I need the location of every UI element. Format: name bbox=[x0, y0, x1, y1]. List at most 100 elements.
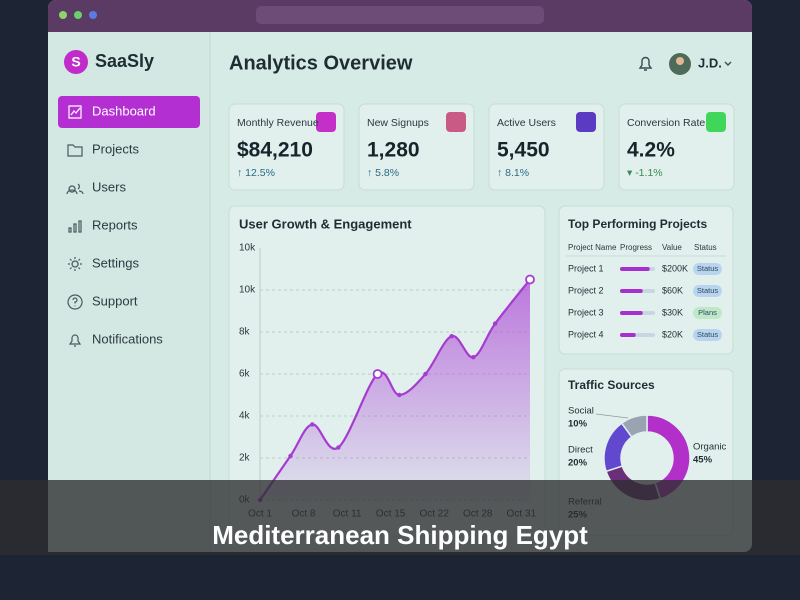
progress-bar bbox=[620, 333, 636, 337]
nav-label[interactable]: Dashboard bbox=[92, 103, 156, 118]
leader-line bbox=[595, 413, 629, 419]
brand[interactable]: SaaSly bbox=[95, 51, 154, 71]
projects-table: Project Name Progress Value Status Project 1… bbox=[566, 243, 726, 341]
window-dot[interactable] bbox=[89, 11, 97, 19]
point[interactable] bbox=[449, 334, 454, 339]
kpi-card-bg bbox=[618, 103, 735, 191]
nav-item[interactable]: Projects bbox=[67, 141, 139, 157]
kpi-icon bbox=[706, 112, 726, 132]
nav-item[interactable]: Notifications bbox=[68, 331, 163, 347]
kpi-change: ↑ 12.5% bbox=[237, 167, 275, 179]
point[interactable] bbox=[471, 355, 476, 360]
point[interactable] bbox=[288, 453, 293, 459]
donut-chart: Traffic SourcesOrganic45%Referral25%Dire… bbox=[568, 378, 727, 520]
point[interactable] bbox=[423, 371, 428, 377]
project-name: Project 4 bbox=[568, 329, 604, 339]
status-label: Plans bbox=[698, 308, 717, 317]
chart-title: User Growth & Engagement bbox=[239, 216, 412, 231]
nav-item[interactable]: Users bbox=[66, 179, 126, 195]
nav-label[interactable]: Reports bbox=[92, 217, 138, 232]
kpi-value: 1,280 bbox=[367, 139, 420, 162]
status-pill[interactable] bbox=[693, 263, 722, 275]
project-name: Project 2 bbox=[568, 285, 604, 295]
user-menu-chevron[interactable] bbox=[724, 61, 732, 66]
window-dot[interactable] bbox=[59, 11, 67, 19]
point[interactable] bbox=[336, 445, 341, 450]
user-name[interactable]: J.D. bbox=[698, 55, 722, 70]
project-name: Project 3 bbox=[568, 307, 604, 317]
projects-title: Top Performing Projects bbox=[568, 217, 707, 231]
y-tick-label: 6k bbox=[239, 369, 251, 380]
progress-bar bbox=[620, 267, 650, 271]
window-dot[interactable] bbox=[74, 11, 82, 19]
slice-name: Social bbox=[568, 406, 594, 417]
kpi-value: 4.2% bbox=[627, 139, 675, 162]
project-value: $30K bbox=[662, 307, 683, 317]
kpi-change: ↑ 5.8% bbox=[367, 167, 399, 179]
nav-icon bbox=[67, 144, 83, 157]
caption-banner bbox=[0, 480, 800, 555]
kpi-icon bbox=[316, 112, 336, 132]
project-value: $60K bbox=[662, 285, 683, 295]
kpi-card-bg bbox=[358, 103, 475, 191]
kpi-icon bbox=[446, 112, 466, 132]
y-top-label: 10k bbox=[239, 243, 256, 254]
kpi-change: ↑ 8.1% bbox=[497, 167, 529, 179]
column-header: Value bbox=[662, 243, 682, 252]
nav-label[interactable]: Support bbox=[92, 293, 138, 308]
kpi-value: $84,210 bbox=[237, 139, 313, 162]
y-tick-label: 4k bbox=[239, 411, 251, 422]
project-name: Project 1 bbox=[568, 263, 604, 273]
status-pill[interactable] bbox=[693, 285, 722, 297]
logo-glyph: S bbox=[71, 54, 80, 70]
point[interactable] bbox=[492, 321, 498, 326]
slice-name: Organic bbox=[693, 442, 727, 453]
kpi-value: 5,450 bbox=[497, 139, 550, 162]
point[interactable] bbox=[525, 274, 535, 285]
kpi-card: Monthly Revenue $84,210 ↑ 12.5% bbox=[228, 103, 345, 191]
bell-icon[interactable] bbox=[638, 56, 653, 71]
nav-item[interactable]: Settings bbox=[68, 255, 139, 271]
nav-label[interactable]: Projects bbox=[92, 141, 139, 156]
point[interactable] bbox=[397, 392, 402, 398]
donut-slice[interactable] bbox=[620, 414, 648, 439]
page-title: Analytics Overview bbox=[229, 52, 413, 74]
project-value: $20K bbox=[662, 329, 683, 339]
nav-label[interactable]: Notifications bbox=[92, 331, 163, 346]
nav-icon bbox=[66, 183, 84, 195]
slice-value: 10% bbox=[568, 419, 588, 430]
nav-icon bbox=[67, 294, 83, 310]
progress-bar bbox=[620, 289, 643, 293]
status-pill[interactable] bbox=[693, 329, 722, 341]
nav: Dashboard Projects Users Reports Settings Sup… bbox=[58, 96, 200, 347]
kpi-label: Monthly Revenue bbox=[237, 117, 319, 129]
slice-value: 45% bbox=[693, 455, 713, 466]
y-tick-label: 10k bbox=[239, 285, 256, 296]
nav-label[interactable]: Users bbox=[92, 179, 126, 194]
nav-item[interactable]: Support bbox=[67, 293, 138, 310]
status-label: Status bbox=[697, 330, 719, 339]
project-value: $200K bbox=[662, 263, 688, 273]
kpi-icon bbox=[576, 112, 596, 132]
status-pill[interactable] bbox=[693, 307, 722, 319]
kpi-change: ▾ -1.1% bbox=[627, 167, 663, 179]
nav-item[interactable]: Dashboard bbox=[58, 96, 200, 128]
slice-name: Direct bbox=[568, 445, 593, 456]
y-tick-label: 2k bbox=[239, 453, 251, 464]
nav-icon bbox=[68, 220, 82, 233]
column-header: Project Name bbox=[568, 243, 617, 252]
kpi-row: Monthly Revenue $84,210 ↑ 12.5% New Signups… bbox=[228, 103, 735, 191]
column-header: Status bbox=[694, 243, 717, 252]
nav-icon bbox=[68, 105, 82, 119]
nav-item[interactable]: Reports bbox=[68, 217, 138, 233]
nav-label[interactable]: Settings bbox=[92, 255, 139, 270]
point[interactable] bbox=[372, 369, 383, 379]
address-bar[interactable] bbox=[256, 6, 544, 24]
column-header: Progress bbox=[620, 243, 652, 252]
point[interactable] bbox=[310, 422, 315, 427]
avatar-face bbox=[676, 57, 684, 65]
logo[interactable] bbox=[64, 50, 88, 74]
kpi-card: New Signups 1,280 ↑ 5.8% bbox=[358, 103, 475, 191]
kpi-card-bg bbox=[488, 103, 605, 191]
kpi-card: Active Users 5,450 ↑ 8.1% bbox=[488, 103, 605, 191]
